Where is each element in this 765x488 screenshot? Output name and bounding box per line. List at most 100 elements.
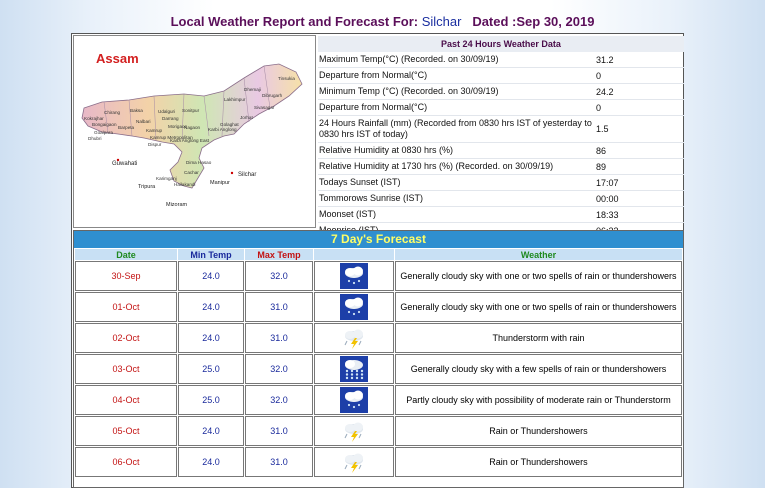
- past-data-label: Moonset (IST): [319, 209, 377, 219]
- map-label: Goalpara: [94, 130, 113, 135]
- forecast-max-temp: 31.0: [245, 447, 313, 477]
- forecast-title: 7 Day's Forecast: [74, 231, 683, 248]
- map-city-silchar: Silchar: [238, 172, 256, 178]
- forecast-row: 05-Oct 24.0 31.0 Rain or Thundershowers: [75, 416, 682, 446]
- map-label: Golaghat: [220, 122, 239, 127]
- past-data-row: Todays Sunset (IST) 17:07: [318, 175, 684, 191]
- thunderstorm-icon: [340, 325, 368, 351]
- thunderstorm-icon: [340, 418, 368, 444]
- map-label: Sonitpur: [182, 108, 200, 113]
- past-data-value: 31.2: [596, 54, 614, 65]
- forecast-min-temp: 24.0: [178, 292, 244, 322]
- past-data-label: Todays Sunset (IST): [319, 177, 401, 187]
- map-label: Karbi Anglong: [208, 127, 237, 132]
- col-date: Date: [75, 249, 177, 260]
- assam-map-graphic: Tinsukia Dhemaji Dibrugarh Lakhimpur Siv…: [81, 51, 303, 208]
- forecast-row: 02-Oct 24.0 31.0 Thunderstorm with rain: [75, 323, 682, 353]
- col-icon: [314, 249, 394, 260]
- silchar-marker: [230, 171, 234, 175]
- forecast-header-row: Date Min Temp Max Temp Weather: [75, 249, 682, 260]
- forecast-date: 02-Oct: [75, 323, 177, 353]
- past-data-label: Maximum Temp(°C) (Recorded. on 30/09/19): [319, 54, 499, 64]
- past-data-value: 1.5: [596, 124, 609, 134]
- map-label: Jorhat: [240, 115, 253, 120]
- past-data-label: Departure from Normal(°C): [319, 70, 428, 80]
- forecast-weather: Thunderstorm with rain: [395, 323, 682, 353]
- map-label: Nagaon: [184, 125, 201, 130]
- map-label: Lakhimpur: [224, 97, 246, 102]
- forecast-max-temp: 32.0: [245, 261, 313, 291]
- cloud-rain-icon: [340, 263, 368, 289]
- past-data-value: 00:00: [596, 193, 619, 204]
- map-city-guwahati: Guwahati: [112, 161, 137, 167]
- past-data-value: 86: [596, 145, 607, 156]
- forecast-date: 30-Sep: [75, 261, 177, 291]
- past-data-row: Moonset (IST) 18:33: [318, 207, 684, 223]
- forecast-weather: Generally cloudy sky with one or two spe…: [395, 292, 682, 322]
- forecast-icon-cell: [314, 323, 394, 353]
- past-data-row: 24 Hours Rainfall (mm) (Recorded from 08…: [318, 116, 684, 143]
- map-label: Kokrajhar: [84, 116, 104, 121]
- map-label: Kamrup Metropolitan: [150, 135, 193, 140]
- past-24-hours-table: Maximum Temp(°C) (Recorded. on 30/09/19)…: [318, 52, 684, 239]
- map-state-label: Assam: [96, 51, 139, 66]
- forecast-row: 06-Oct 24.0 31.0 Rain or Thundershowers: [75, 447, 682, 477]
- forecast-min-temp: 24.0: [178, 447, 244, 477]
- forecast-icon-cell: [314, 261, 394, 291]
- map-label: Dhubri: [88, 136, 102, 141]
- forecast-date: 01-Oct: [75, 292, 177, 322]
- page-title: Local Weather Report and Forecast For: S…: [0, 14, 765, 29]
- past-data-value: 24.2: [596, 86, 614, 97]
- past-data-value: 17:07: [596, 177, 619, 188]
- title-prefix: Local Weather Report and Forecast For:: [170, 14, 419, 29]
- forecast-icon-cell: [314, 447, 394, 477]
- guwahati-marker: [116, 158, 120, 162]
- past-data-label: Minimum Temp (°C) (Recorded. on 30/09/19…: [319, 86, 499, 96]
- col-max-temp: Max Temp: [245, 249, 313, 260]
- past-data-label: Departure from Normal(°C): [319, 102, 428, 112]
- forecast-date: 03-Oct: [75, 354, 177, 384]
- map-label: Chirang: [104, 110, 121, 115]
- map-label: Morigaon: [168, 124, 188, 129]
- past-24-hours-panel: Past 24 Hours Weather Data Maximum Temp(…: [318, 36, 684, 239]
- map-label: Bongaigaon: [92, 122, 117, 127]
- past-data-row: Relative Humidity at 0830 hrs (%) 86: [318, 143, 684, 159]
- past-data-row: Departure from Normal(°C) 0: [318, 100, 684, 116]
- heavy-rain-icon: [340, 356, 368, 382]
- forecast-icon-cell: [314, 354, 394, 384]
- forecast-weather: Partly cloudy sky with possibility of mo…: [395, 385, 682, 415]
- past-data-value: 18:33: [596, 209, 619, 220]
- forecast-panel: 7 Day's Forecast Date Min Temp Max Temp …: [73, 230, 684, 488]
- forecast-max-temp: 31.0: [245, 292, 313, 322]
- cloud-rain-icon: [340, 387, 368, 413]
- map-label: Tripura: [138, 184, 156, 190]
- map-label: Darrang: [162, 116, 179, 121]
- forecast-min-temp: 24.0: [178, 261, 244, 291]
- forecast-weather: Rain or Thundershowers: [395, 416, 682, 446]
- map-label: Nalbari: [136, 119, 151, 124]
- forecast-row: 04-Oct 25.0 32.0 Partly cloudy sky with pos…: [75, 385, 682, 415]
- map-label: Dhemaji: [244, 87, 261, 92]
- report-date: Dated :Sep 30, 2019: [472, 14, 595, 29]
- map-label: Kamrup: [146, 128, 163, 133]
- assam-map: Tinsukia Dhemaji Dibrugarh Lakhimpur Siv…: [73, 35, 316, 228]
- past-data-label: 24 Hours Rainfall (mm) (Recorded from 08…: [319, 118, 592, 139]
- past-data-value: 89: [596, 161, 607, 172]
- forecast-row: 30-Sep 24.0 32.0 Generally cloudy sky with …: [75, 261, 682, 291]
- forecast-max-temp: 31.0: [245, 416, 313, 446]
- map-label: Mizoram: [166, 202, 188, 208]
- forecast-min-temp: 25.0: [178, 354, 244, 384]
- past-24-hours-heading: Past 24 Hours Weather Data: [318, 36, 684, 52]
- forecast-row: 01-Oct 24.0 31.0 Generally cloudy sky with …: [75, 292, 682, 322]
- map-label: Dibrugarh: [262, 93, 283, 98]
- map-label: Baksa: [130, 108, 143, 113]
- forecast-weather: Generally cloudy sky with a few spells o…: [395, 354, 682, 384]
- forecast-table: Date Min Temp Max Temp Weather 30-Sep 24.…: [74, 248, 683, 478]
- col-weather: Weather: [395, 249, 682, 260]
- forecast-max-temp: 32.0: [245, 354, 313, 384]
- map-label: Cachar: [184, 170, 199, 175]
- forecast-weather: Rain or Thundershowers: [395, 447, 682, 477]
- forecast-date: 05-Oct: [75, 416, 177, 446]
- map-label: Karimganj: [156, 176, 177, 181]
- past-data-row: Maximum Temp(°C) (Recorded. on 30/09/19)…: [318, 52, 684, 68]
